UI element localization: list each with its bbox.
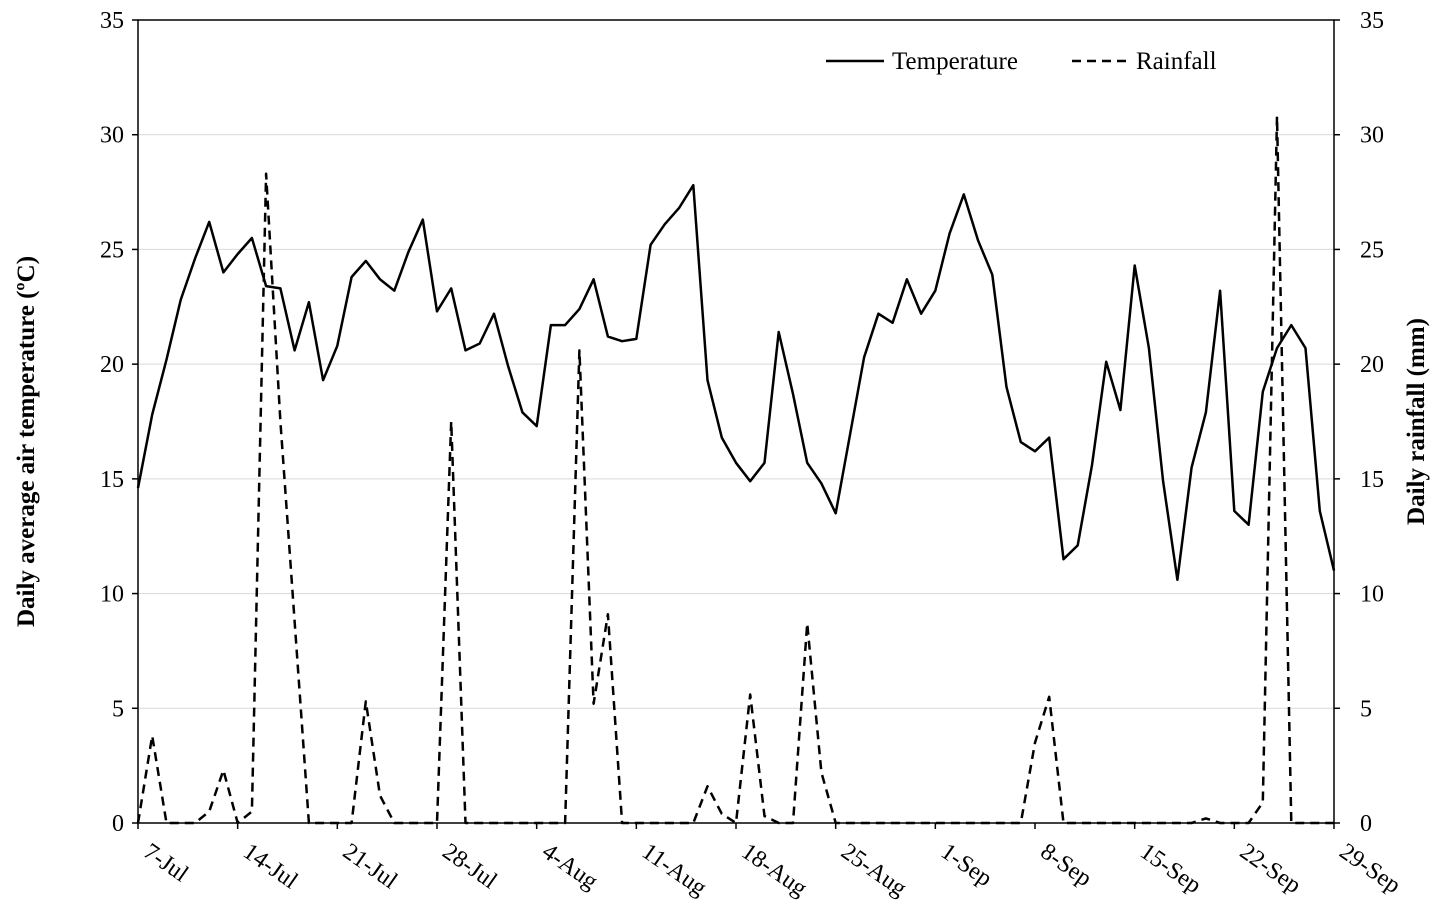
right-tick-label-10: 10	[1360, 582, 1384, 608]
left-axis-ticks: 0 5 10 15 20 25 30 35	[100, 8, 138, 837]
x-tick-label-25-Aug: 25-Aug	[836, 839, 911, 902]
x-tick-label-18-Aug: 18-Aug	[737, 839, 812, 902]
x-tick-label-21-Jul: 21-Jul	[338, 839, 402, 895]
x-tick-label-4-Aug: 4-Aug	[537, 839, 602, 895]
left-tick-label-10: 10	[100, 582, 124, 608]
gridlines	[138, 134, 1334, 709]
x-axis-ticks: 7-Jul 14-Jul 21-Jul 28-Jul 4-Aug 11-Aug 18-Aug…	[137, 823, 1406, 902]
x-tick-label-22-Sep: 22-Sep	[1235, 839, 1306, 899]
y-axis-left-title: Daily average air temperature (ºC)	[13, 256, 40, 627]
left-tick-label-5: 5	[112, 696, 124, 722]
x-tick-label-28-Jul: 28-Jul	[438, 839, 502, 895]
plot-area-frame	[137, 19, 1335, 824]
x-tick-label-7-Jul: 7-Jul	[139, 839, 194, 888]
left-tick-label-0: 0	[112, 811, 124, 837]
right-tick-label-5: 5	[1360, 696, 1372, 722]
right-tick-label-25: 25	[1360, 237, 1384, 263]
series-line-rainfall	[136, 115, 1334, 825]
x-tick-label-11-Aug: 11-Aug	[637, 839, 711, 902]
right-tick-label-35: 35	[1360, 8, 1384, 34]
right-tick-label-15: 15	[1360, 467, 1384, 493]
left-tick-label-30: 30	[100, 123, 124, 149]
left-tick-label-20: 20	[100, 352, 124, 378]
x-tick-label-8-Sep: 8-Sep	[1036, 839, 1097, 892]
right-tick-label-30: 30	[1360, 123, 1384, 149]
legend: Temperature Rainfall	[826, 48, 1217, 75]
x-tick-label-14-Jul: 14-Jul	[238, 839, 302, 895]
left-tick-label-15: 15	[100, 467, 124, 493]
x-tick-label-29-Sep: 29-Sep	[1335, 839, 1406, 899]
legend-label-rainfall: Rainfall	[1136, 48, 1217, 75]
series-line-temperature	[136, 183, 1336, 582]
legend-label-temperature: Temperature	[892, 48, 1018, 75]
y-axis-right-title: Daily rainfall (mm)	[1403, 318, 1430, 525]
x-tick-label-1-Sep: 1-Sep	[936, 839, 997, 892]
right-tick-label-0: 0	[1360, 811, 1372, 837]
left-tick-label-35: 35	[100, 8, 124, 34]
series-layer	[136, 115, 1336, 825]
right-axis-ticks: 0 5 10 15 20 25 30 35	[1334, 8, 1384, 837]
left-tick-label-25: 25	[100, 237, 124, 263]
right-tick-label-20: 20	[1360, 352, 1384, 378]
x-tick-label-15-Sep: 15-Sep	[1135, 839, 1206, 899]
